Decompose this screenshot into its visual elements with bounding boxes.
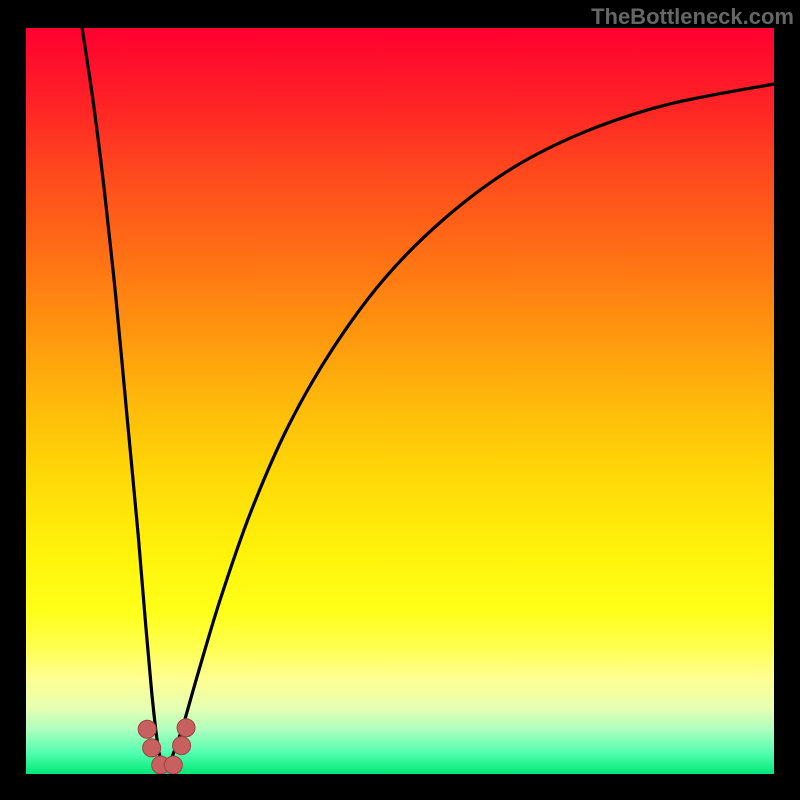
marker-point bbox=[138, 720, 156, 738]
marker-point bbox=[173, 737, 191, 755]
watermark-text: TheBottleneck.com bbox=[591, 4, 794, 30]
gradient-background bbox=[26, 28, 774, 774]
chart-svg bbox=[26, 28, 774, 774]
chart-container: TheBottleneck.com bbox=[0, 0, 800, 800]
plot-area bbox=[26, 28, 774, 774]
marker-point bbox=[177, 719, 195, 737]
marker-point bbox=[143, 739, 161, 757]
marker-point bbox=[164, 756, 182, 774]
